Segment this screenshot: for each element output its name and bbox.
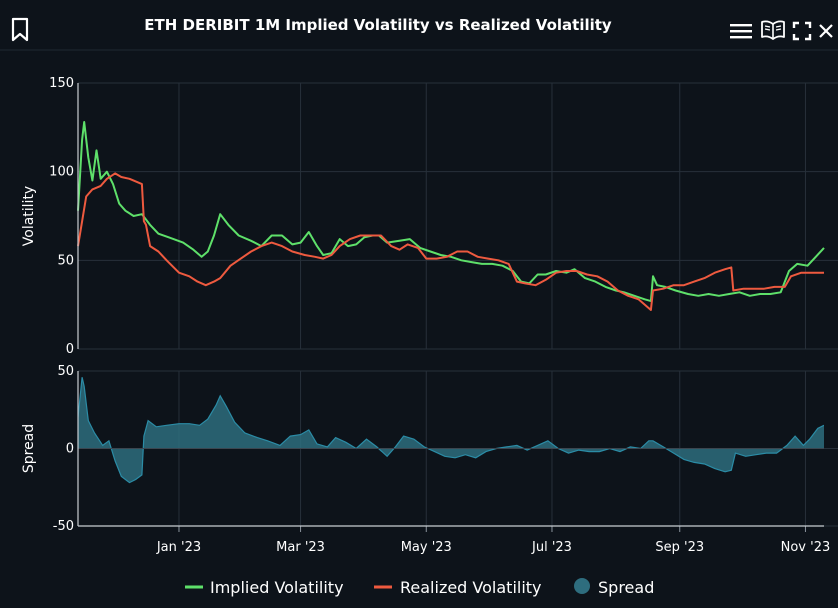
- legend-label: Spread: [598, 578, 654, 597]
- y-tick-label: -50: [53, 519, 74, 534]
- legend-item-spread[interactable]: Spread: [574, 578, 654, 597]
- legend-swatch: [574, 578, 590, 594]
- close-icon: [819, 24, 833, 38]
- legend-item-realized[interactable]: Realized Volatility: [374, 578, 542, 597]
- y-tick-label: 0: [66, 342, 74, 357]
- widget-header: ETH DERIBIT 1M Implied Volatility vs Rea…: [0, 0, 838, 52]
- y-tick-label: 0: [66, 442, 74, 457]
- bookmark-icon: [11, 17, 29, 42]
- menu-button[interactable]: [728, 20, 754, 42]
- x-tick-label: Sep '23: [655, 540, 704, 555]
- legend-label: Implied Volatility: [210, 578, 344, 597]
- legend-item-implied[interactable]: Implied Volatility: [185, 578, 344, 597]
- y-tick-label: 100: [49, 165, 74, 180]
- series-line-spread[interactable]: [78, 377, 824, 484]
- fullscreen-button[interactable]: [790, 19, 814, 43]
- bookmark-button[interactable]: [8, 16, 32, 44]
- y-axis-title-spread: Spread: [21, 424, 37, 473]
- menu-icon: [730, 24, 752, 39]
- x-tick-label: Jan '23: [156, 540, 201, 555]
- chart-title: ETH DERIBIT 1M Implied Volatility vs Rea…: [144, 16, 612, 34]
- y-tick-label: 50: [57, 253, 74, 268]
- book-icon: [761, 20, 785, 40]
- y-axis-title-volatility: Volatility: [21, 186, 37, 246]
- series-line-implied[interactable]: [77, 121, 825, 303]
- series-area-spread[interactable]: [78, 377, 824, 483]
- y-tick-label: 150: [49, 76, 74, 91]
- docs-button[interactable]: [759, 18, 787, 42]
- x-tick-label: Mar '23: [276, 540, 325, 555]
- fullscreen-icon: [792, 21, 812, 41]
- y-tick-label: 50: [57, 364, 74, 379]
- x-tick-label: Jul '23: [531, 540, 572, 555]
- close-button[interactable]: [815, 19, 837, 43]
- x-tick-label: Nov '23: [781, 540, 831, 555]
- series-line-realized[interactable]: [77, 172, 824, 311]
- legend-label: Realized Volatility: [400, 578, 542, 597]
- x-tick-label: May '23: [401, 540, 452, 555]
